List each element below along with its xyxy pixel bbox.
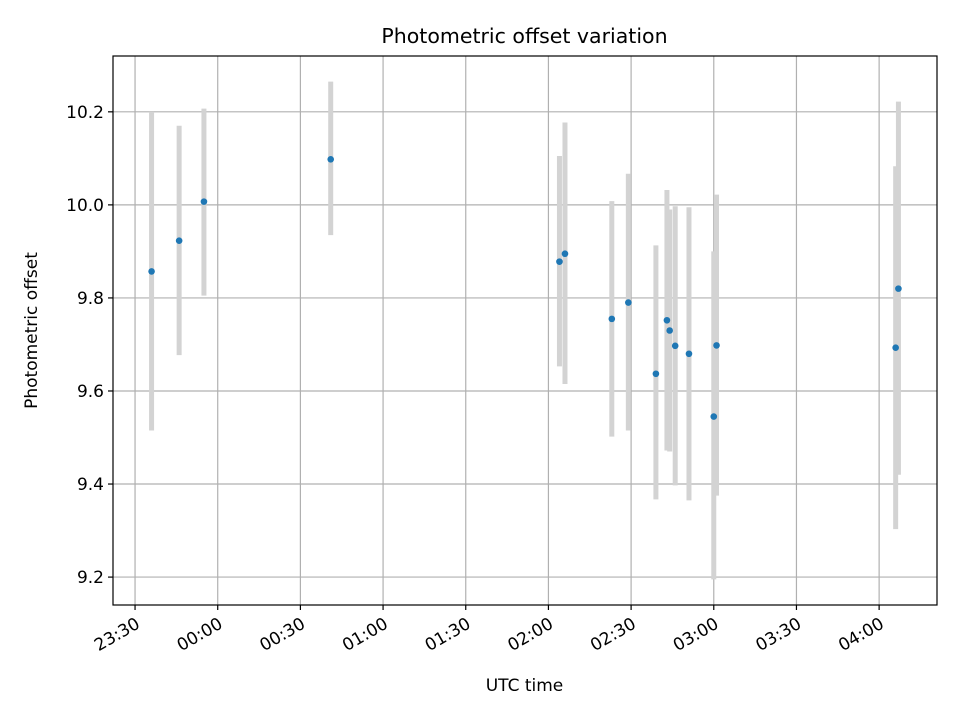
x-tick-label: 00:00 [174, 614, 226, 656]
data-point [200, 198, 208, 205]
x-tick-label: 01:30 [422, 614, 474, 656]
data-point [561, 250, 569, 258]
x-tick-label: 02:30 [587, 614, 639, 656]
data-point [892, 344, 899, 352]
x-tick-label: 04:00 [835, 614, 887, 656]
data-point [556, 258, 563, 265]
data-point [895, 285, 902, 292]
data-point [608, 315, 616, 323]
x-axis-title: UTC time [486, 676, 564, 696]
chart-title: Photometric offset variation [381, 24, 667, 48]
y-axis-title: Photometric offset [22, 252, 42, 409]
data-point [671, 342, 679, 350]
data-point [652, 370, 660, 378]
data-point [713, 342, 720, 349]
grid [113, 56, 937, 605]
error-bars [149, 81, 901, 580]
y-tick-label: 10.0 [66, 196, 104, 216]
x-tick-label: 03:30 [753, 614, 805, 656]
x-tick-label: 00:30 [256, 614, 308, 656]
y-tick-label: 10.2 [66, 103, 104, 123]
x-tick-label: 01:00 [339, 614, 391, 656]
data-point [666, 327, 673, 334]
x-tick-label: 03:00 [670, 614, 722, 656]
data-point [327, 155, 335, 163]
data-point [148, 268, 155, 275]
y-tick-label: 9.4 [77, 475, 104, 495]
data-point [663, 316, 671, 324]
y-tick-label: 9.6 [77, 382, 104, 402]
y-axis-ticks: 9.2 9.4 9.6 9.8 10.0 10.2 [66, 103, 113, 588]
data-point [625, 299, 632, 306]
data-point [175, 237, 183, 245]
x-tick-label: 23:30 [91, 614, 143, 656]
y-tick-label: 9.8 [77, 289, 104, 309]
y-tick-label: 9.2 [77, 568, 104, 588]
data-points [148, 155, 902, 420]
x-tick-label: 02:00 [504, 614, 556, 656]
data-point [685, 350, 693, 358]
data-point [710, 413, 718, 420]
x-axis-ticks: 23:30 00:00 00:30 01:00 01:30 02:00 02:30 03:00… [91, 605, 888, 656]
plot-frame [112, 55, 938, 606]
